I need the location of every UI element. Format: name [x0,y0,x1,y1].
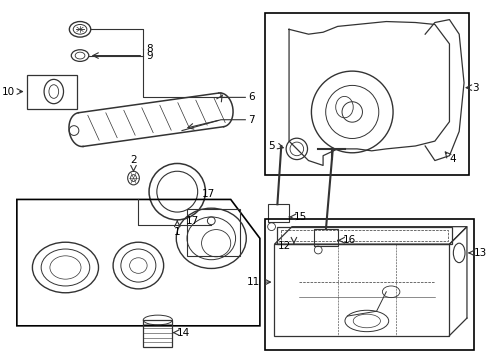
Text: 8: 8 [146,44,152,54]
Bar [314,229,337,246]
Bar [274,244,448,336]
Bar [26,75,77,109]
Bar [186,209,240,256]
Text: 1: 1 [174,227,180,237]
Text: 2: 2 [130,156,137,165]
Text: 7: 7 [248,115,254,125]
Bar [143,320,172,347]
Text: 16: 16 [342,235,355,245]
Text: 5: 5 [267,141,274,151]
Text: 12: 12 [277,241,290,251]
Text: 14: 14 [177,328,190,338]
Bar [267,204,288,222]
Text: 3: 3 [471,83,477,93]
Text: 11: 11 [246,277,259,287]
Bar [264,13,468,175]
Text: 17: 17 [202,189,215,199]
Text: 17: 17 [185,216,198,226]
Text: 10: 10 [2,86,15,96]
Text: 13: 13 [473,248,486,258]
Text: 4: 4 [448,154,455,163]
Text: 6: 6 [248,93,254,102]
Bar [264,219,473,350]
Text: 9: 9 [146,50,152,60]
Text: 15: 15 [293,212,306,222]
Bar [277,227,451,244]
Bar [281,230,447,241]
